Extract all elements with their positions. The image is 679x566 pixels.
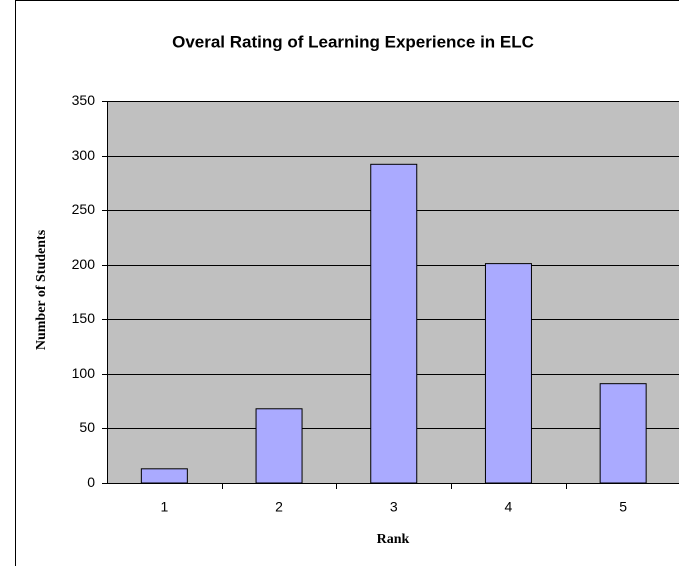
y-tick-label: 100 — [72, 365, 96, 381]
y-tick-label: 300 — [72, 147, 96, 163]
chart-title: Overal Rating of Learning Experience in … — [172, 32, 534, 51]
bar — [255, 408, 303, 484]
x-tick-label: 5 — [619, 499, 627, 515]
x-tick-label: 2 — [275, 499, 283, 515]
y-tick-label: 200 — [72, 256, 96, 272]
x-tick-label: 1 — [160, 499, 168, 515]
y-tick-label: 0 — [87, 474, 95, 490]
y-tick-label: 50 — [79, 419, 95, 435]
y-tick-label: 250 — [72, 201, 96, 217]
bar — [370, 163, 418, 484]
bar — [140, 468, 188, 484]
x-axis-label: Rank — [377, 532, 410, 547]
y-axis-label: Number of Students — [34, 229, 49, 350]
bar — [599, 383, 647, 484]
bar — [484, 263, 532, 484]
y-tick-label: 150 — [72, 310, 96, 326]
x-tick-label: 4 — [505, 499, 513, 515]
y-tick-label: 350 — [72, 92, 96, 108]
x-tick-label: 3 — [390, 499, 398, 515]
